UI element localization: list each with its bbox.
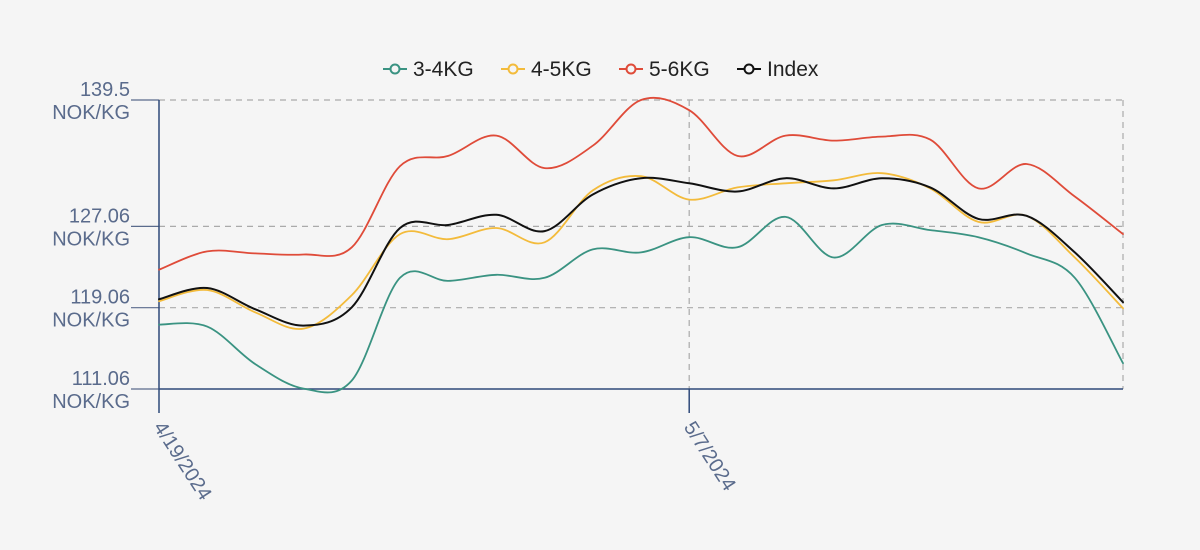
legend: 3-4KG 4-5KG 5-6KG Index	[383, 58, 819, 81]
series-line-4-5kg	[158, 172, 1124, 330]
legend-item-4-5kg[interactable]: 4-5KG	[501, 58, 592, 81]
legend-item-3-4kg[interactable]: 3-4KG	[383, 58, 474, 81]
legend-swatch-marker	[625, 63, 637, 75]
legend-swatch-marker	[389, 63, 401, 75]
legend-swatch-marker	[743, 63, 755, 75]
series-line-index	[158, 176, 1124, 327]
legend-swatch-marker	[507, 63, 519, 75]
legend-item-5-6kg[interactable]: 5-6KG	[619, 58, 710, 81]
y-tick-label: 127.06	[69, 205, 130, 227]
legend-item-index[interactable]: Index	[737, 58, 819, 81]
series-line-3-4kg	[158, 215, 1124, 394]
legend-label: 3-4KG	[413, 58, 474, 81]
y-tick-label: 139.5	[80, 79, 130, 101]
y-tick-label: 119.06	[70, 287, 130, 309]
grid	[159, 99, 1124, 389]
legend-label: 4-5KG	[531, 58, 592, 81]
y-tick-unit: NOK/KG	[52, 391, 130, 413]
y-tick-unit: NOK/KG	[52, 310, 130, 332]
legend-label: Index	[767, 58, 819, 81]
series-lines	[158, 96, 1124, 394]
series-line-5-6kg	[158, 96, 1124, 271]
y-tick-unit: NOK/KG	[52, 228, 130, 250]
legend-label: 5-6KG	[649, 58, 710, 81]
x-tick-label: 5/7/2024	[679, 418, 740, 495]
y-tick-label: 111.06	[72, 368, 130, 390]
x-tick-label: 4/19/2024	[149, 418, 216, 505]
y-tick-unit: NOK/KG	[52, 102, 130, 124]
